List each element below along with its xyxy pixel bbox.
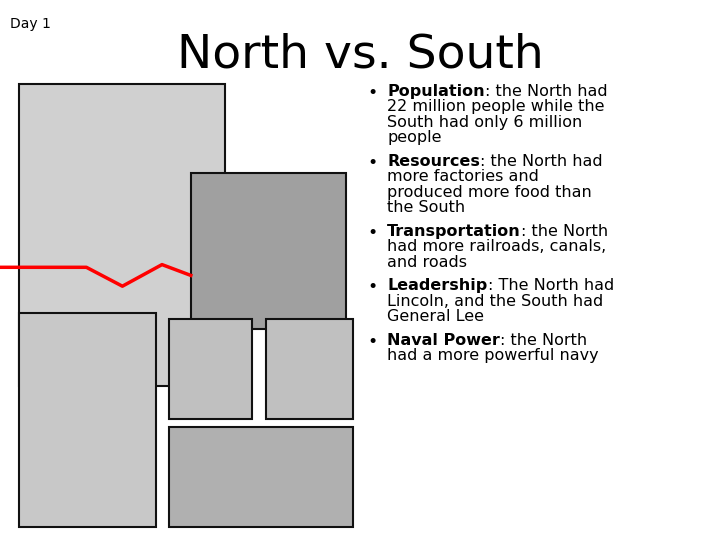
Text: had a more powerful navy: had a more powerful navy (387, 348, 599, 363)
Bar (169, 427, 353, 526)
Text: : the North: : the North (521, 224, 608, 239)
Text: Leadership: Leadership (387, 278, 487, 293)
Text: Transportation: Transportation (387, 224, 521, 239)
Text: had more railroads, canals,: had more railroads, canals, (387, 239, 607, 254)
Text: •: • (367, 154, 377, 172)
Text: : the North had: : the North had (485, 84, 608, 99)
Text: : the North: : the North (500, 333, 588, 348)
Text: and roads: and roads (387, 255, 467, 269)
Text: 22 million people while the: 22 million people while the (387, 99, 605, 114)
Text: more factories and: more factories and (387, 169, 539, 184)
Text: the South: the South (387, 200, 466, 215)
Text: produced more food than: produced more food than (387, 185, 592, 200)
Bar (169, 319, 252, 418)
Text: Resources: Resources (387, 154, 480, 168)
Text: South had only 6 million: South had only 6 million (387, 114, 582, 130)
Text: General Lee: General Lee (387, 309, 485, 324)
Text: Lincoln, and the South had: Lincoln, and the South had (387, 294, 603, 309)
Text: Population: Population (387, 84, 485, 99)
Text: North vs. South: North vs. South (176, 32, 544, 77)
Bar (191, 173, 346, 329)
Bar (266, 319, 353, 418)
Text: : The North had: : The North had (487, 278, 614, 293)
Text: Naval Power: Naval Power (387, 333, 500, 348)
Text: Day 1: Day 1 (10, 17, 51, 31)
Text: •: • (367, 84, 377, 102)
Text: : the North had: : the North had (480, 154, 603, 168)
Text: •: • (367, 224, 377, 242)
Bar (19, 84, 225, 386)
Text: •: • (367, 333, 377, 350)
Bar (19, 313, 156, 526)
Text: people: people (387, 130, 442, 145)
Text: •: • (367, 278, 377, 296)
